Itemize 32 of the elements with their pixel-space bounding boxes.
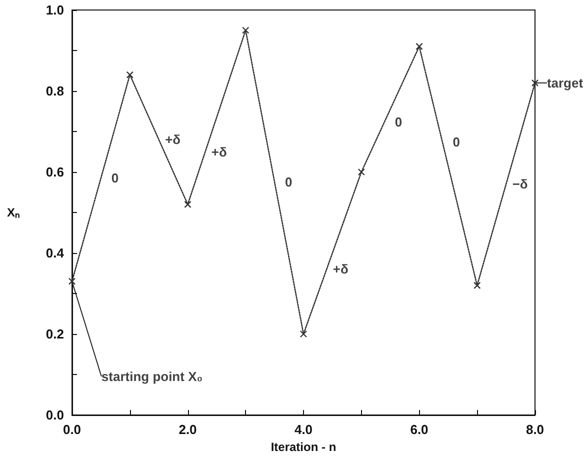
y-axis-title: Xₙ xyxy=(6,206,20,220)
y-tick-label: 0.0 xyxy=(46,408,64,422)
x-tick-label: 4.0 xyxy=(294,422,313,437)
point xyxy=(68,278,76,285)
annotation: −δ xyxy=(512,176,528,192)
y-tick-label: 0.4 xyxy=(46,246,65,260)
annotation: +δ xyxy=(211,144,227,160)
point xyxy=(416,42,423,50)
annotation: 0 xyxy=(394,114,402,130)
x-tick-label: 2.0 xyxy=(178,422,197,437)
point xyxy=(184,200,192,208)
annotation: 0 xyxy=(284,174,292,190)
annotation: 0 xyxy=(452,134,460,150)
y-tick-label: 0.2 xyxy=(46,326,64,342)
annotation: +δ xyxy=(165,132,181,148)
annotation: target xyxy=(546,75,584,90)
annotation: 0 xyxy=(111,170,119,186)
point xyxy=(358,168,365,176)
point xyxy=(126,71,134,78)
point xyxy=(474,282,481,289)
y-tick-label: 0.6 xyxy=(46,164,64,180)
point xyxy=(242,26,250,34)
x-tick-label: 6.0 xyxy=(410,422,428,437)
annotation: starting point X₀ xyxy=(101,368,203,384)
y-tick-label: 0.8 xyxy=(46,84,64,98)
point xyxy=(300,330,308,338)
x-tick-label: 0.0 xyxy=(62,422,82,437)
x-tick-label: 8.0 xyxy=(526,422,544,437)
x-axis-title: Iteration - n xyxy=(270,440,336,454)
point xyxy=(531,79,539,86)
y-tick-label: 1.0 xyxy=(46,2,64,18)
annotation: +δ xyxy=(332,262,348,277)
